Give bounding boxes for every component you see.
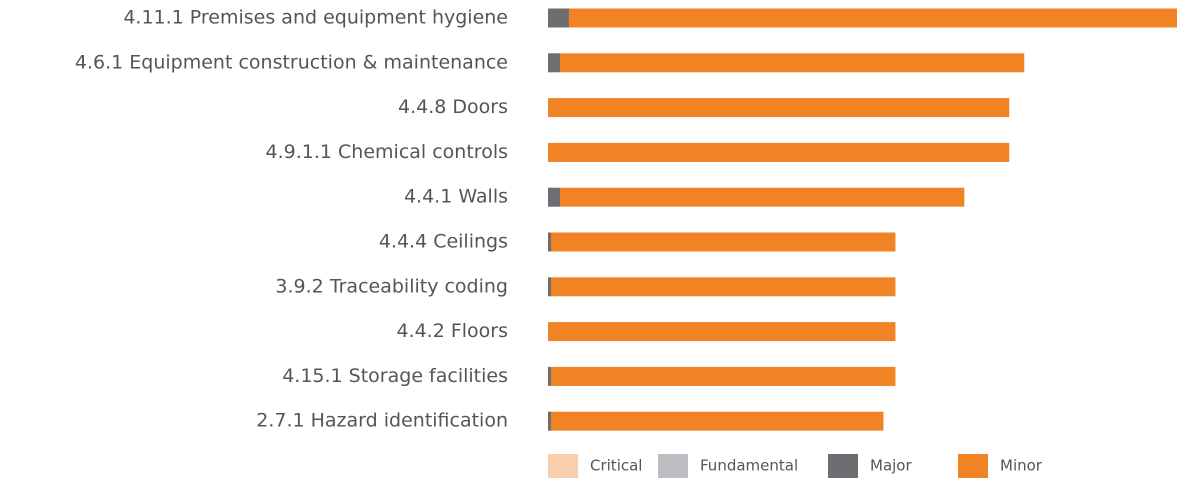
legend-swatch: [828, 454, 858, 478]
legend-label: Major: [870, 457, 912, 475]
bar-segment: [568, 8, 1177, 28]
category-label: 4.11.1 Premises and equipment hygiene: [123, 7, 508, 29]
category-label: 4.4.8 Doors: [398, 96, 508, 118]
bar-segment: [548, 142, 1010, 162]
bar-segment: [548, 98, 1010, 118]
category-label: 4.4.1 Walls: [404, 186, 508, 208]
category-label: 4.4.4 Ceilings: [379, 231, 508, 253]
bar-segment: [548, 187, 560, 207]
category-label: 4.4.2 Floors: [396, 320, 508, 342]
legend-label: Minor: [1000, 457, 1043, 475]
bar-segment: [548, 322, 896, 342]
bar-segment: [548, 53, 560, 73]
category-label: 3.9.2 Traceability coding: [275, 275, 508, 297]
bar-segment: [548, 411, 551, 431]
category-label: 2.7.1 Hazard identification: [256, 410, 508, 432]
legend-label: Fundamental: [700, 457, 798, 475]
category-label: 4.15.1 Storage facilities: [282, 365, 508, 387]
bar-segment: [550, 277, 896, 297]
bar-segment: [550, 232, 896, 252]
legend-label: Critical: [590, 457, 642, 475]
bar-segment: [548, 232, 551, 252]
legend-swatch: [548, 454, 578, 478]
legend-swatch: [658, 454, 688, 478]
bar-segment: [550, 411, 884, 431]
bar-segment: [548, 8, 569, 28]
bar-segment: [559, 53, 1025, 73]
category-label: 4.6.1 Equipment construction & maintenan…: [75, 51, 508, 73]
bar-segment: [559, 187, 965, 207]
bar-segment: [550, 366, 896, 386]
bar-segment: [548, 366, 551, 386]
bar-segment: [548, 277, 551, 297]
legend-swatch: [958, 454, 988, 478]
category-label: 4.9.1.1 Chemical controls: [266, 141, 508, 163]
